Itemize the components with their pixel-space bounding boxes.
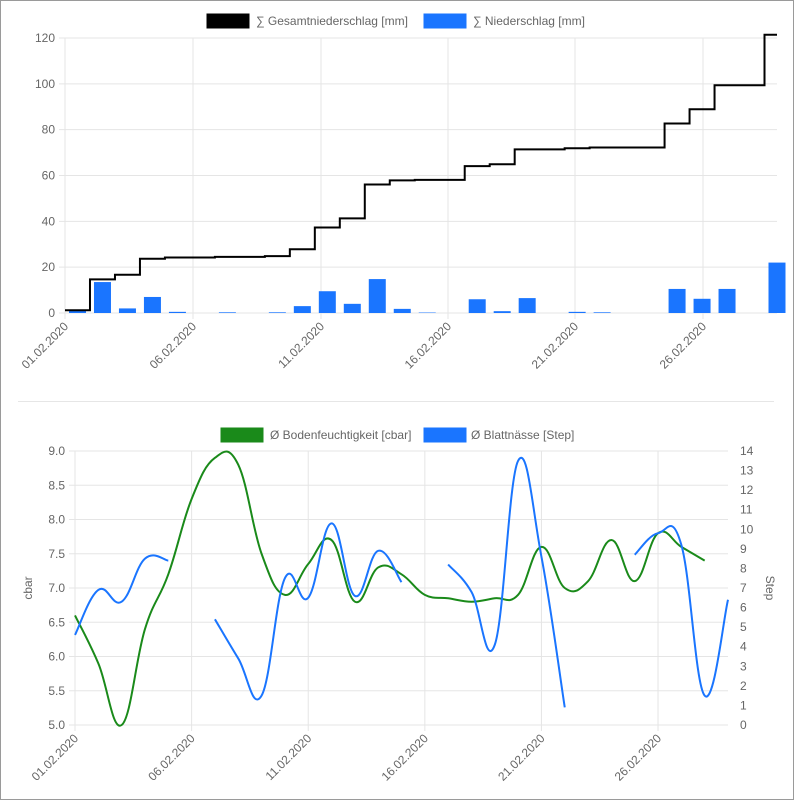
y-right-tick-label: 5 xyxy=(740,620,747,634)
y-right-tick-label: 2 xyxy=(740,679,747,693)
y-right-tick-label: 12 xyxy=(740,483,754,497)
precipitation-bar xyxy=(693,298,711,313)
precipitation-bar xyxy=(118,308,136,313)
x-tick-label: 21.02.2020 xyxy=(495,731,548,784)
y-tick-label: 80 xyxy=(42,123,56,137)
precipitation-bar xyxy=(93,282,111,313)
y-right-tick-label: 14 xyxy=(740,444,754,458)
chart1-cumulative-line xyxy=(65,33,777,312)
precipitation-bar xyxy=(393,308,411,313)
legend-label-bodenfeuchtigkeit[interactable]: Ø Bodenfeuchtigkeit [cbar] xyxy=(270,428,411,442)
y-tick-label: 100 xyxy=(35,77,55,91)
y-right-tick-label: 4 xyxy=(740,640,747,654)
precipitation-bar xyxy=(468,299,486,313)
y-right-tick-label: 0 xyxy=(740,718,747,732)
chart1-y-axis: 0 20 40 60 80 100 120 xyxy=(35,31,55,320)
precipitation-bar xyxy=(293,306,311,313)
chart2-gridlines xyxy=(69,450,728,731)
cumulative-precipitation-line xyxy=(65,33,777,312)
y-right-tick-label: 10 xyxy=(740,522,754,536)
x-tick-label: 26.02.2020 xyxy=(657,319,710,372)
x-tick-label: 21.02.2020 xyxy=(529,319,582,372)
chart2-y-axis-left: 5.0 5.5 6.0 6.5 7.0 7.5 8.0 8.5 9.0 xyxy=(48,444,65,732)
soil-moisture-line xyxy=(74,450,706,727)
precipitation-bar xyxy=(318,291,336,313)
chart2-legend[interactable]: Ø Bodenfeuchtigkeit [cbar] Ø Blattnässe … xyxy=(220,427,574,443)
y-right-tick-label: 9 xyxy=(740,542,747,556)
precipitation-bar xyxy=(668,288,686,313)
leaf-wetness-line-segment xyxy=(633,525,729,698)
leaf-wetness-line-segment xyxy=(447,457,566,708)
y-left-tick-label: 9.0 xyxy=(48,444,65,458)
legend-swatch-blattnaesse[interactable] xyxy=(423,427,467,443)
y-tick-label: 0 xyxy=(48,306,55,320)
y-left-tick-label: 5.0 xyxy=(48,718,65,732)
legend-label-blattnaesse[interactable]: Ø Blattnässe [Step] xyxy=(471,428,574,442)
precipitation-bar xyxy=(493,311,511,313)
moisture-chart: Ø Bodenfeuchtigkeit [cbar] Ø Blattnässe … xyxy=(21,427,777,784)
y-left-tick-label: 7.0 xyxy=(48,581,65,595)
y-left-tick-label: 7.5 xyxy=(48,547,65,561)
precipitation-bar xyxy=(143,296,161,313)
x-tick-label: 26.02.2020 xyxy=(612,731,665,784)
precipitation-chart: ∑ Gesamtniederschlag [mm] ∑ Niederschlag… xyxy=(19,13,786,372)
y-right-tick-label: 6 xyxy=(740,601,747,615)
precipitation-bar xyxy=(593,312,611,313)
precipitation-bar xyxy=(168,311,186,313)
legend-label-niederschlag[interactable]: ∑ Niederschlag [mm] xyxy=(473,14,585,28)
precipitation-bar xyxy=(343,303,361,313)
y-left-tick-label: 8.0 xyxy=(48,513,65,527)
y-left-tick-label: 5.5 xyxy=(48,684,65,698)
precipitation-bar xyxy=(518,298,536,313)
y-right-tick-label: 13 xyxy=(740,464,754,478)
chart1-bars xyxy=(68,262,786,313)
legend-swatch-niederschlag[interactable] xyxy=(423,13,467,29)
y-tick-label: 20 xyxy=(42,260,56,274)
x-tick-label: 11.02.2020 xyxy=(275,319,327,371)
chart1-x-axis: 01.02.2020 06.02.2020 11.02.2020 16.02.2020… xyxy=(19,319,710,372)
leaf-wetness-line-segment xyxy=(74,554,169,636)
legend-label-gesamtniederschlag[interactable]: ∑ Gesamtniederschlag [mm] xyxy=(256,14,408,28)
y-right-tick-label: 8 xyxy=(740,561,747,575)
chart1-legend[interactable]: ∑ Gesamtniederschlag [mm] ∑ Niederschlag… xyxy=(206,13,585,29)
chart1-gridlines xyxy=(59,37,777,319)
y-tick-label: 120 xyxy=(35,31,55,45)
y-tick-label: 40 xyxy=(42,214,56,228)
y-right-tick-label: 1 xyxy=(740,698,747,712)
legend-swatch-gesamtniederschlag[interactable] xyxy=(206,13,250,29)
precipitation-bar xyxy=(218,312,236,313)
y-axis-title-left: cbar xyxy=(21,576,35,599)
y-left-tick-label: 8.5 xyxy=(48,478,65,492)
x-tick-label: 06.02.2020 xyxy=(145,731,198,784)
x-tick-label: 06.02.2020 xyxy=(147,319,200,372)
y-tick-label: 60 xyxy=(42,169,56,183)
leaf-wetness-line-segment xyxy=(214,522,403,701)
legend-swatch-bodenfeuchtigkeit[interactable] xyxy=(220,427,264,443)
precipitation-bar xyxy=(568,311,586,313)
x-tick-label: 16.02.2020 xyxy=(379,731,432,784)
chart-separator xyxy=(18,401,774,402)
y-right-tick-label: 7 xyxy=(740,581,747,595)
chart2-x-axis: 01.02.2020 06.02.2020 11.02.2020 16.02.2020… xyxy=(29,731,665,784)
precipitation-bar xyxy=(268,312,286,313)
x-tick-label: 01.02.2020 xyxy=(19,319,72,372)
y-left-tick-label: 6.0 xyxy=(48,650,65,664)
precipitation-bar xyxy=(68,310,86,313)
y-right-tick-label: 11 xyxy=(740,503,753,517)
x-tick-label: 11.02.2020 xyxy=(263,731,315,783)
y-left-tick-label: 6.5 xyxy=(48,615,65,629)
precipitation-bar xyxy=(368,279,386,313)
precipitation-bar xyxy=(718,288,736,313)
y-right-tick-label: 3 xyxy=(740,659,747,673)
x-tick-label: 16.02.2020 xyxy=(402,319,455,372)
y-axis-title-right: Step xyxy=(763,576,777,601)
chart2-lines xyxy=(74,450,729,727)
x-tick-label: 01.02.2020 xyxy=(29,731,82,784)
precipitation-bar xyxy=(768,262,786,313)
